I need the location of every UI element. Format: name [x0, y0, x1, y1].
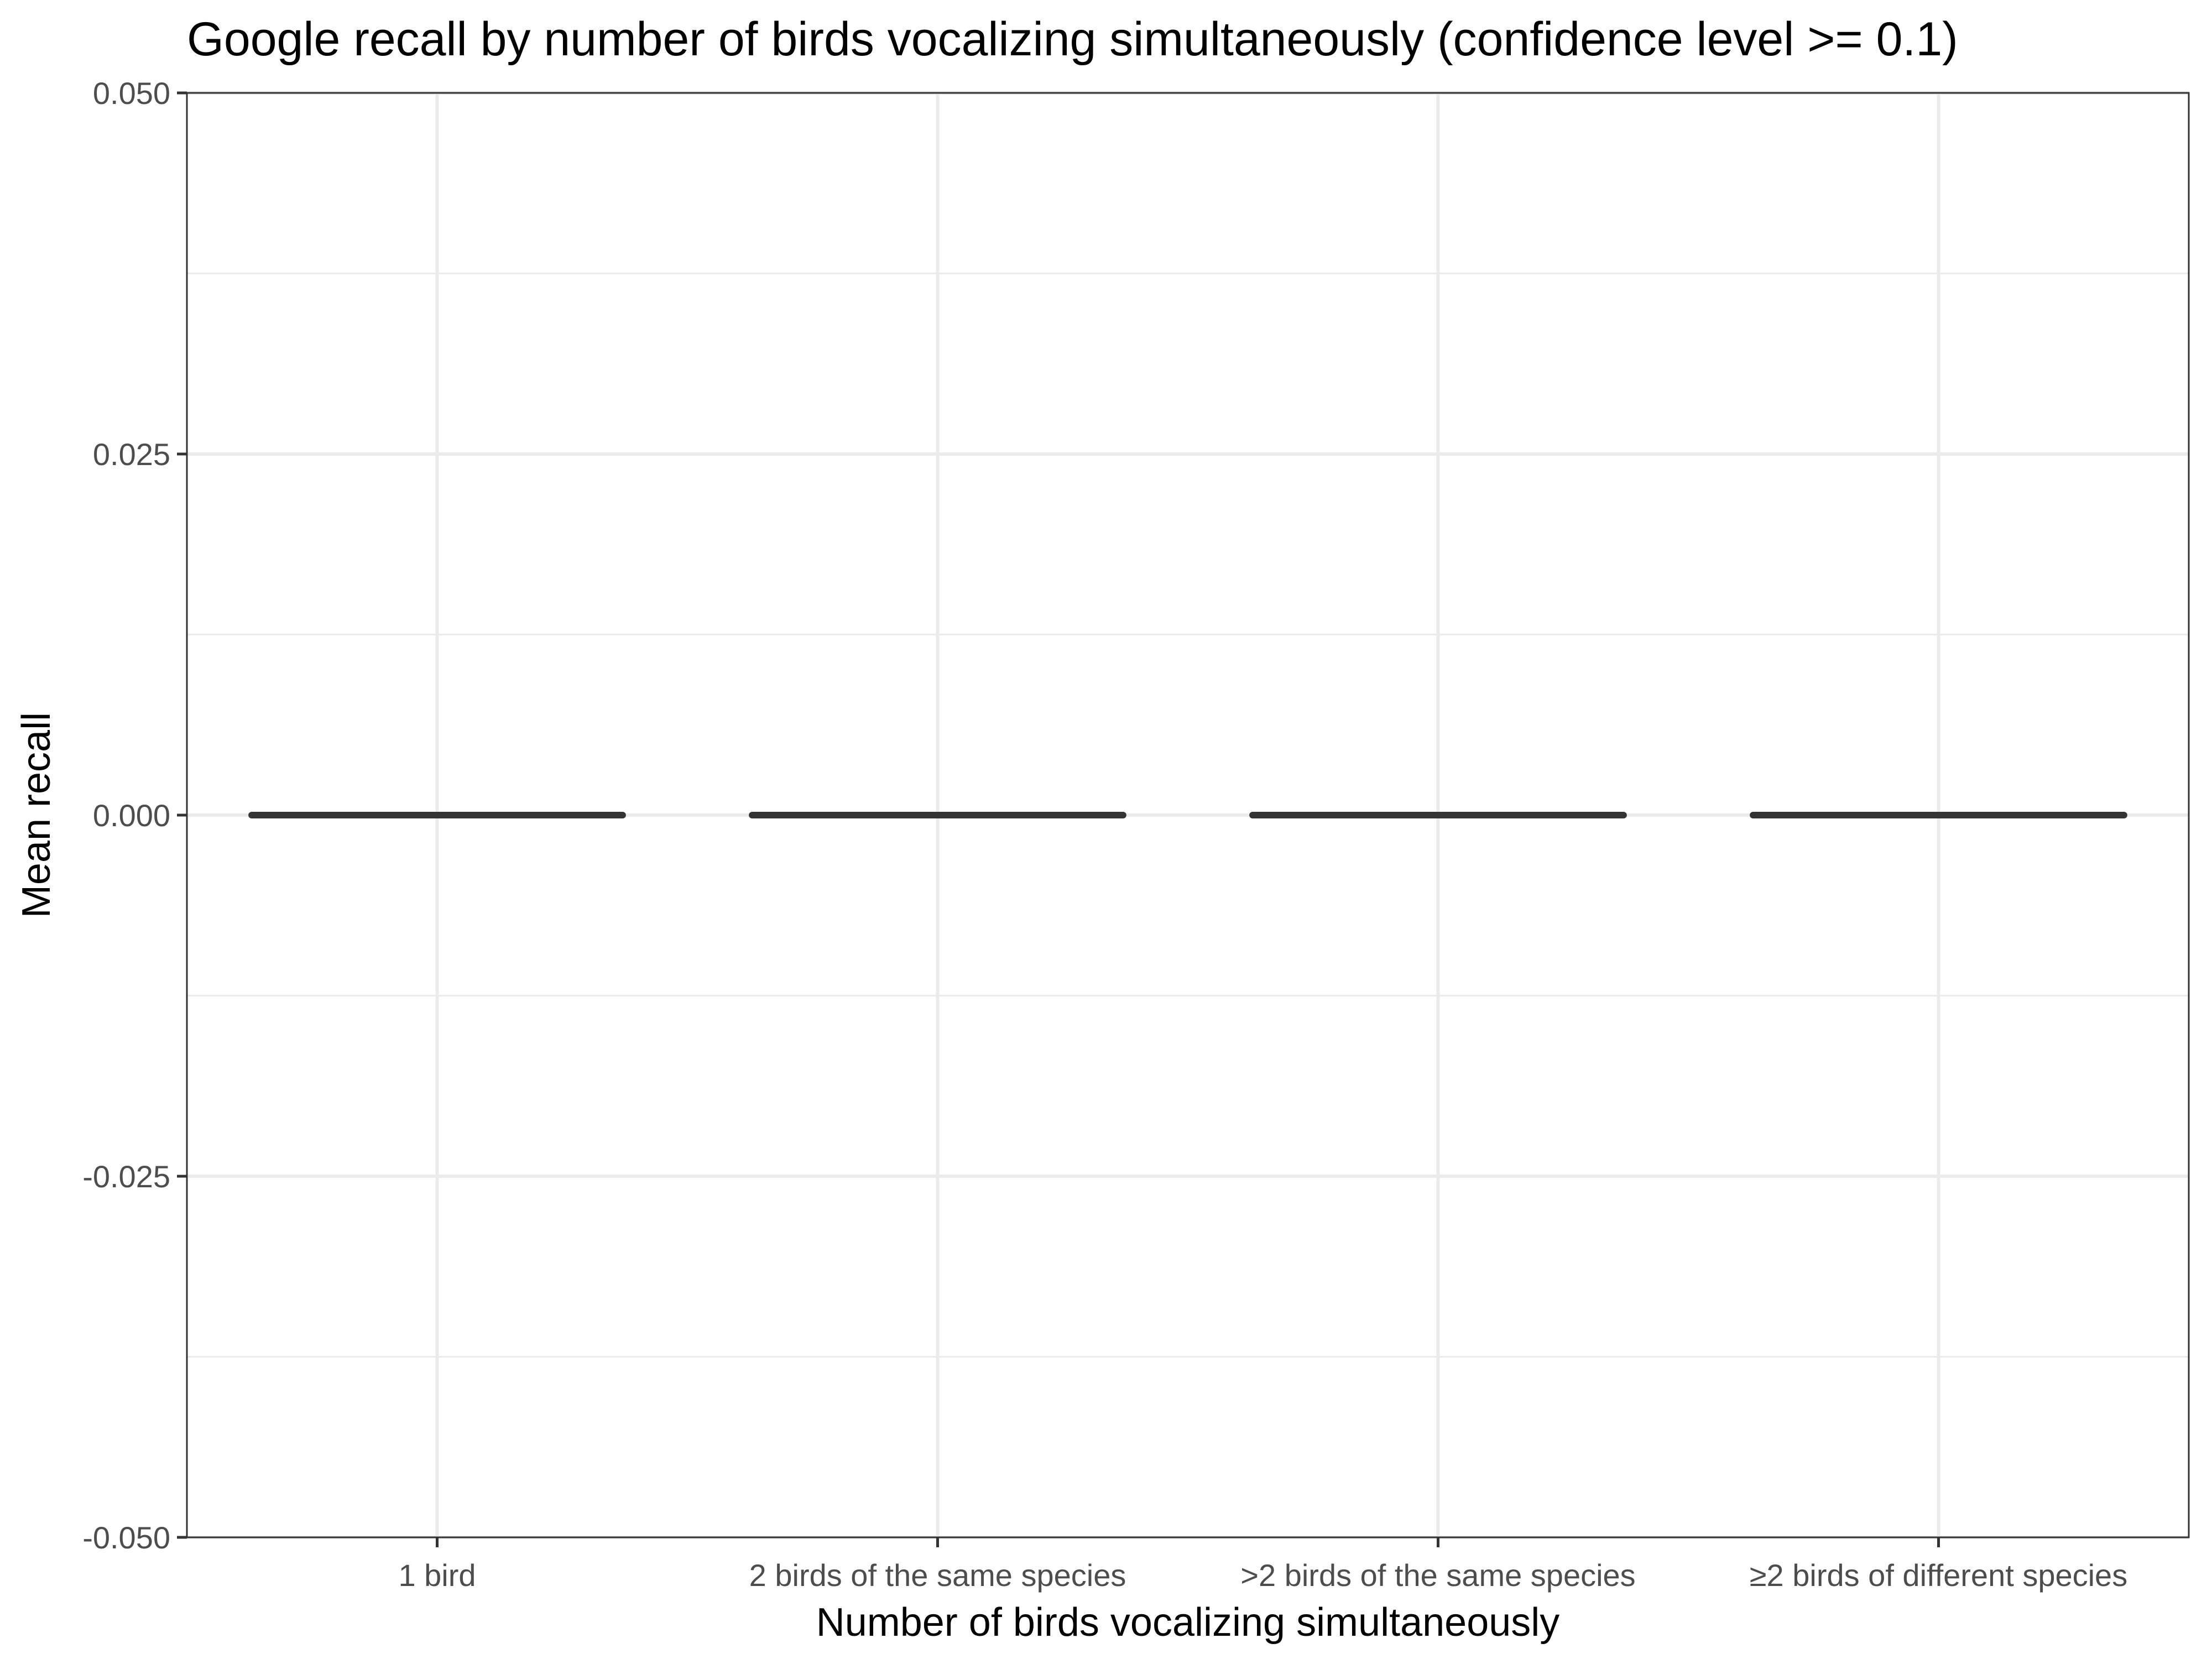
chart-title: Google recall by number of birds vocaliz… — [187, 13, 1958, 66]
x-axis: 1 bird 2 birds of the same species >2 bird… — [398, 1537, 2127, 1593]
y-axis: -0.050 -0.025 0.000 0.025 0.050 — [82, 76, 187, 1555]
x-tick-label: >2 birds of the same species — [1240, 1558, 1635, 1593]
y-tick-label: 0.000 — [93, 798, 170, 833]
x-tick-label: 1 bird — [398, 1558, 476, 1593]
x-tick-label: ≥2 birds of different species — [1750, 1558, 2127, 1593]
y-tick-label: -0.050 — [82, 1520, 170, 1555]
x-axis-title: Number of birds vocalizing simultaneousl… — [816, 1600, 1560, 1645]
x-tick-label: 2 birds of the same species — [749, 1558, 1126, 1593]
y-tick-label: 0.025 — [93, 437, 170, 472]
y-tick-label: -0.025 — [82, 1159, 170, 1194]
y-axis-title: Mean recall — [14, 712, 59, 918]
y-tick-label: 0.050 — [93, 76, 170, 111]
